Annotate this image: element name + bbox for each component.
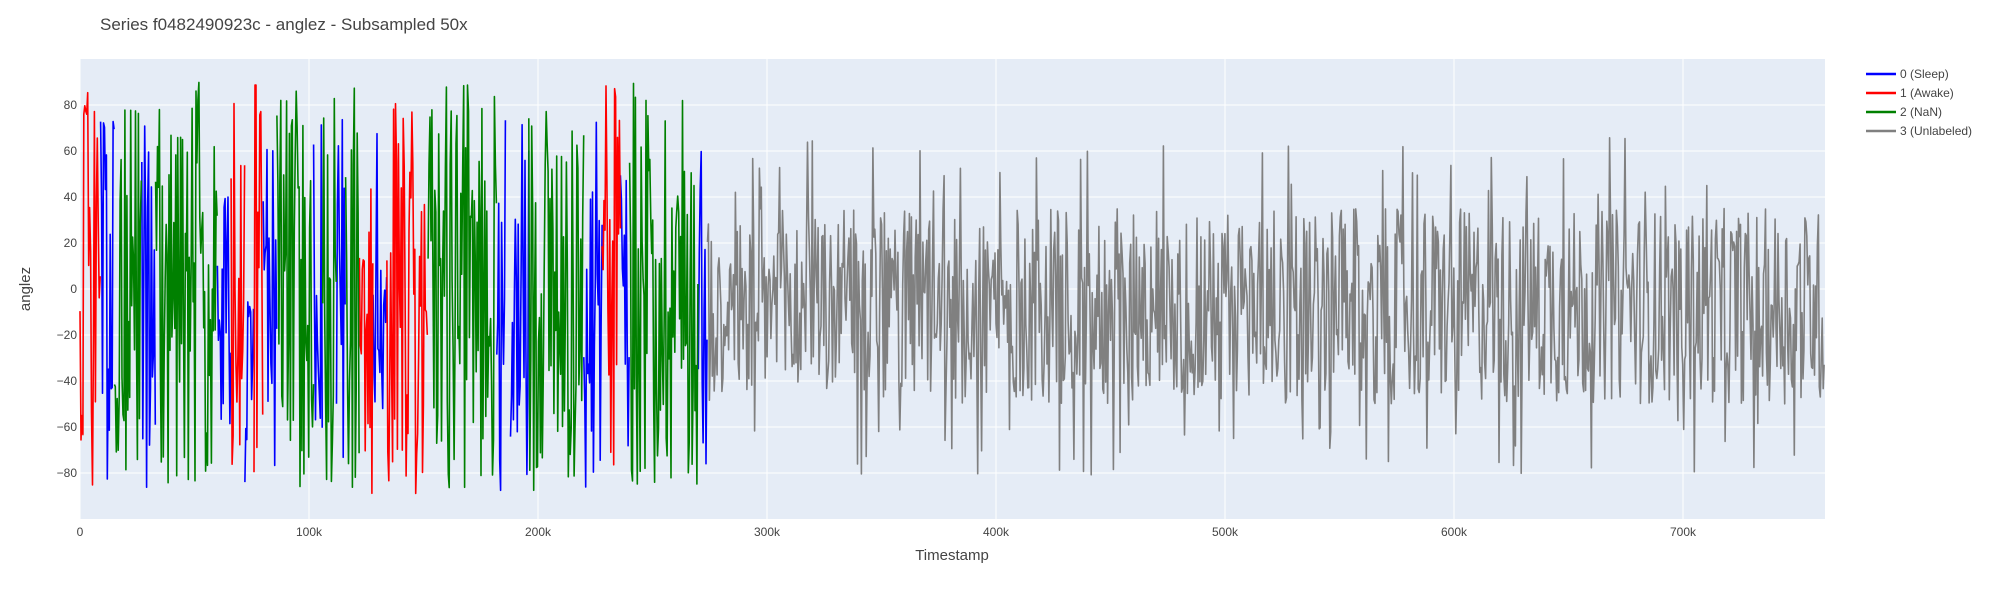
series-line xyxy=(253,84,264,473)
y-axis-title: anglez xyxy=(17,267,34,311)
series-line xyxy=(244,301,255,483)
y-tick-label: −20 xyxy=(57,328,78,342)
series-line xyxy=(154,81,218,484)
legend-label: 0 (Sleep) xyxy=(1900,67,1949,81)
series-line xyxy=(262,148,278,467)
series-line xyxy=(628,82,699,485)
series-line xyxy=(619,175,630,447)
series-line xyxy=(141,125,157,488)
y-tick-label: −40 xyxy=(57,374,78,388)
y-tick-label: −80 xyxy=(57,466,78,480)
legend-label: 3 (Unlabeled) xyxy=(1900,124,1972,138)
series-line xyxy=(386,102,429,495)
series-line xyxy=(230,102,246,465)
series-line xyxy=(528,110,585,492)
series-line xyxy=(601,85,622,466)
y-tick-label: 20 xyxy=(64,236,78,250)
y-tick-label: 40 xyxy=(64,190,78,204)
chart-title: Series f0482490923c - anglez - Subsample… xyxy=(100,15,468,34)
series-line xyxy=(697,150,708,465)
series-line xyxy=(344,87,360,488)
legend-label: 1 (Awake) xyxy=(1900,86,1954,100)
series-line xyxy=(79,91,101,486)
x-tick-label: 200k xyxy=(525,525,552,539)
series-lines xyxy=(79,81,1825,495)
series-line xyxy=(496,120,507,492)
x-tick-label: 700k xyxy=(1670,525,1697,539)
x-tick-label: 400k xyxy=(983,525,1010,539)
series-line xyxy=(216,196,232,425)
series-line xyxy=(372,132,388,410)
x-axis-title: Timestamp xyxy=(915,547,989,564)
series-line xyxy=(276,90,315,488)
x-tick-label: 300k xyxy=(754,525,781,539)
x-tick-label: 100k xyxy=(296,525,323,539)
series-line xyxy=(706,137,1825,476)
y-tick-label: 0 xyxy=(70,282,77,296)
series-line xyxy=(113,109,143,471)
series-line xyxy=(312,124,323,428)
y-tick-label: 60 xyxy=(64,144,78,158)
series-line xyxy=(509,123,530,476)
series-line xyxy=(335,118,346,459)
series-line xyxy=(583,121,603,488)
y-tick-label: 80 xyxy=(64,98,78,112)
x-tick-label: 500k xyxy=(1212,525,1239,539)
y-tick-label: −60 xyxy=(57,420,78,434)
x-tick-label: 0 xyxy=(77,525,84,539)
x-tick-label: 600k xyxy=(1441,525,1468,539)
series-line xyxy=(321,97,337,483)
series-line xyxy=(99,120,115,480)
series-line xyxy=(358,188,374,495)
series-line xyxy=(427,84,498,489)
legend-label: 2 (NaN) xyxy=(1900,105,1942,119)
tick-labels: 0 100k 200k 300k 400k 500k 600k 700k 80 60 40 20 0 −2… xyxy=(57,98,1697,539)
legend: 0 (Sleep) 1 (Awake) 2 (NaN) 3 (Unlabeled) xyxy=(1866,67,1972,138)
